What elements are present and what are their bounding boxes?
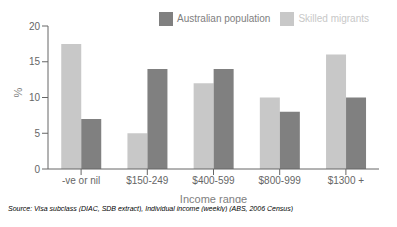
svg-text:5: 5 bbox=[34, 128, 40, 139]
html-text:Australian population: Australian population bbox=[177, 12, 271, 24]
svg-text:%: % bbox=[12, 88, 24, 98]
svg-text:$150-249: $150-249 bbox=[126, 175, 169, 186]
svg-text:$400-599: $400-599 bbox=[192, 175, 235, 186]
svg-text:20: 20 bbox=[29, 21, 41, 32]
svg-text:Income range: Income range bbox=[180, 193, 247, 203]
html-text:Source: Visa subclass (DIAC, S: Source: Visa subclass (DIAC, SDB extract… bbox=[8, 205, 293, 212]
svg-text:$1300 +: $1300 + bbox=[328, 175, 365, 186]
svg-text:0: 0 bbox=[34, 164, 40, 175]
html-text:Skilled migrants: Skilled migrants bbox=[298, 12, 369, 24]
svg-text:$800-999: $800-999 bbox=[259, 175, 302, 186]
svg-text:10: 10 bbox=[29, 92, 41, 103]
svg-text:-ve or nil: -ve or nil bbox=[62, 175, 100, 186]
svg-text:15: 15 bbox=[29, 56, 41, 67]
